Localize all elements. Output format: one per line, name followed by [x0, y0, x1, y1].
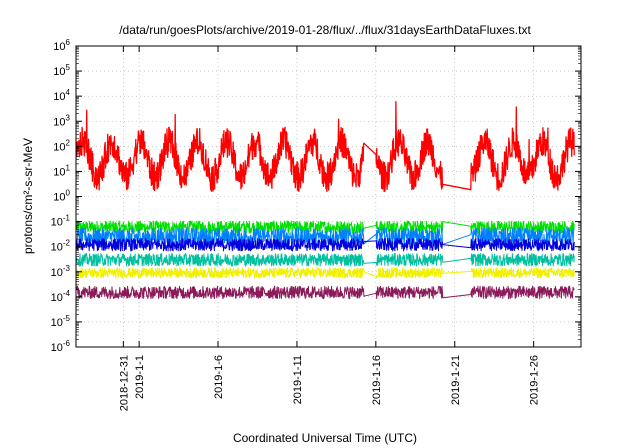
chart-title: /data/run/goesPlots/archive/2019-01-28/f… [119, 23, 531, 37]
x-tick-label: 2019-1-6 [213, 355, 225, 399]
y-tick-label: 103 [53, 113, 70, 128]
y-tick-label: 101 [53, 163, 70, 178]
y-tick-label: 10-1 [51, 214, 71, 229]
plot-area [76, 100, 575, 300]
grid [76, 46, 581, 347]
flux-series-0 [76, 100, 575, 193]
y-tick-label: 10-4 [51, 289, 71, 304]
y-tick-label: 106 [53, 38, 70, 53]
y-axis: 10-6 10-5 10-4 10-3 10-2 10-1 100 101 102 103 104 1… [51, 38, 581, 354]
y-tick-label: 10-5 [51, 314, 71, 329]
y-tick-label: 10-2 [51, 239, 71, 254]
flux-series-5 [76, 267, 575, 279]
x-tick-label: 2019-1-16 [371, 355, 383, 405]
y-tick-label: 102 [53, 138, 70, 153]
x-tick-label: 2018-12-31 [118, 355, 130, 411]
x-tick-label: 2019-1-26 [529, 355, 541, 405]
flux-series-4 [76, 253, 575, 267]
y-tick-label: 100 [53, 189, 70, 204]
y-axis-label: protons/cm²-s-sr-MeV [21, 138, 35, 254]
y-tick-label: 10-3 [51, 264, 71, 279]
flux-series-1 [76, 220, 575, 234]
x-tick-label: 2019-1-21 [450, 355, 462, 405]
flux-series-3 [76, 237, 575, 252]
flux-series-6 [76, 285, 575, 300]
y-tick-label: 10-6 [51, 339, 71, 354]
y-tick-label: 105 [53, 63, 70, 78]
x-tick-label: 2019-1-11 [292, 355, 304, 404]
x-axis-label: Coordinated Universal Time (UTC) [233, 431, 417, 445]
x-tick-label: 2019-1-1 [134, 355, 146, 399]
x-axis: 2018-12-31 2019-1-1 2019-1-6 2019-1-11 2019-… [118, 46, 541, 411]
y-tick-label: 104 [53, 88, 70, 103]
